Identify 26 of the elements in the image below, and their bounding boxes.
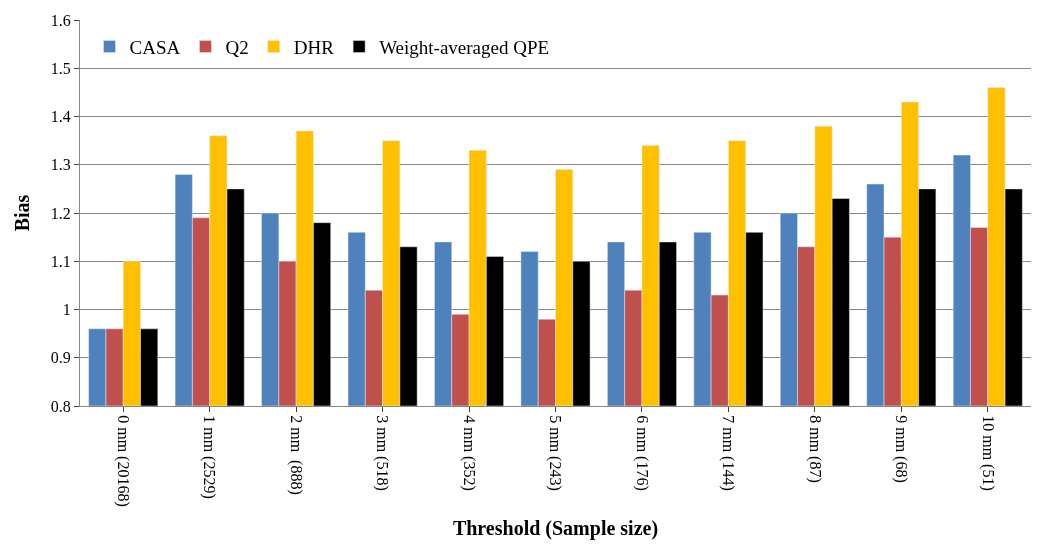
x-axis-title: Threshold (Sample size) bbox=[452, 517, 659, 541]
y-tick-label: 1.1 bbox=[50, 252, 71, 270]
x-tick-label: 2 mm (888) bbox=[286, 415, 305, 495]
y-tick-label: 1.2 bbox=[50, 204, 71, 222]
x-tick-label: 9 mm (68) bbox=[892, 415, 911, 483]
legend-label: CASA bbox=[129, 36, 181, 58]
x-tick-label: 0 mm (20168) bbox=[114, 415, 133, 507]
legend-label: Q2 bbox=[225, 36, 249, 58]
legend-label: Weight-averaged QPE bbox=[379, 36, 550, 58]
y-tick-label: 1.3 bbox=[50, 156, 71, 174]
x-tick-label: 7 mm (144) bbox=[719, 415, 738, 491]
x-tick-label: 10 mm (51) bbox=[978, 415, 997, 491]
y-tick-label: 0.9 bbox=[50, 349, 71, 367]
x-tick-label: 8 mm (87) bbox=[805, 415, 824, 483]
y-axis-title: Bias bbox=[11, 194, 34, 232]
y-tick-label: 1.6 bbox=[50, 11, 71, 29]
legend-label: DHR bbox=[293, 36, 335, 58]
y-tick-label: 1.5 bbox=[50, 59, 71, 77]
x-tick-label: 1 mm (2529) bbox=[200, 415, 219, 499]
y-tick-label: 1.4 bbox=[50, 108, 71, 126]
y-tick-label: 0.8 bbox=[50, 397, 71, 415]
x-tick-label: 6 mm (176) bbox=[632, 415, 651, 491]
x-tick-label: 3 mm (518) bbox=[373, 415, 392, 491]
x-tick-label: 5 mm (243) bbox=[546, 415, 565, 491]
x-tick-label: 4 mm (352) bbox=[459, 415, 478, 491]
y-tick-label: 1 bbox=[62, 301, 71, 319]
